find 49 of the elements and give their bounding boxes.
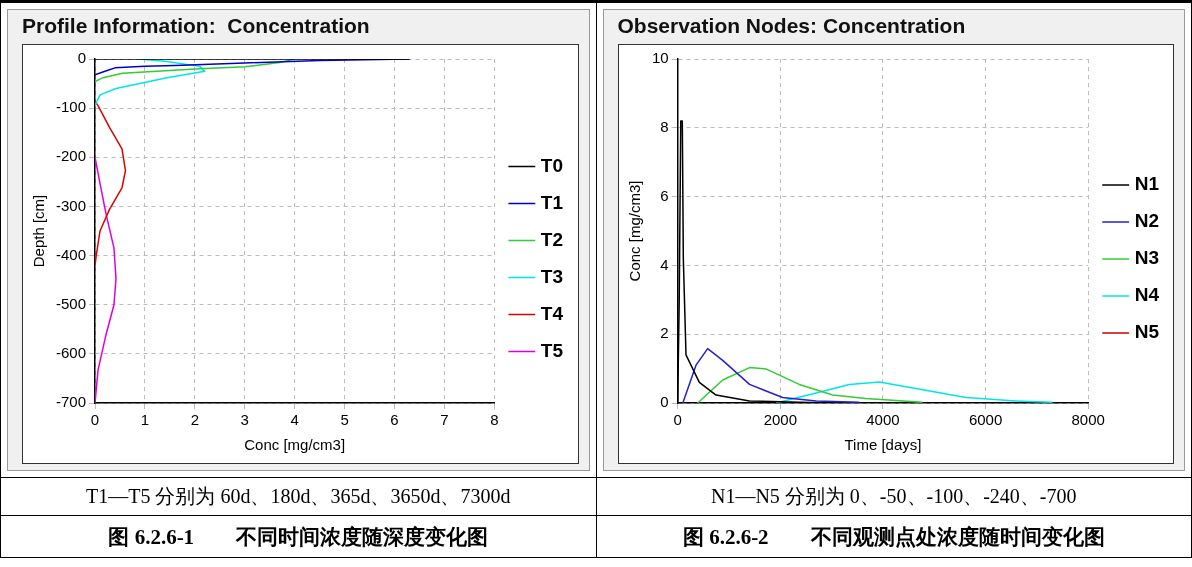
x-axis-title: Time [days] xyxy=(843,436,921,454)
y-tick-label: -500 xyxy=(55,294,87,312)
y-tick-label: -200 xyxy=(55,147,87,165)
legend-label: N4 xyxy=(1134,284,1159,306)
x-axis-title: Conc [mg/cm3] xyxy=(244,436,346,454)
x-tick-label: 6000 xyxy=(968,411,1002,429)
y-axis-title: Conc [mg/cm3] xyxy=(625,180,643,282)
x-tick-label: 0 xyxy=(673,411,682,429)
x-tick-label: 8 xyxy=(490,411,499,429)
x-tick-label: 5 xyxy=(340,411,349,429)
y-tick-label: 8 xyxy=(659,117,669,135)
x-tick-label: 4 xyxy=(290,411,299,429)
x-tick-label: 4000 xyxy=(865,411,900,429)
y-tick-label: 4 xyxy=(659,255,669,273)
y-tick-label: -700 xyxy=(55,393,87,411)
x-tick-label: 3 xyxy=(240,411,249,429)
y-axis-title: Depth [cm] xyxy=(30,194,48,268)
legend-label: T5 xyxy=(540,339,564,361)
legend-label: N2 xyxy=(1134,210,1159,232)
y-tick-label: -600 xyxy=(55,344,87,361)
caption: 图 6.2.6-2 不同观测点处浓度随时间变化图 xyxy=(596,515,1192,558)
x-tick-label: 2000 xyxy=(763,411,797,429)
chart-title: Observation Nodes: Concentration xyxy=(616,13,967,39)
caption: 图 6.2.6-1 不同时间浓度随深度变化图 xyxy=(0,515,596,558)
legend-label: N5 xyxy=(1134,321,1159,343)
x-tick-label: 2 xyxy=(190,411,200,429)
x-tick-label: 8000 xyxy=(1071,411,1105,429)
y-tick-label: 2 xyxy=(659,324,669,342)
y-tick-label: -300 xyxy=(55,196,87,214)
y-tick-label: 6 xyxy=(659,186,669,204)
y-tick-label: 0 xyxy=(659,393,669,411)
y-tick-label: -100 xyxy=(55,98,87,116)
x-tick-label: 0 xyxy=(90,411,100,429)
chart-title: Profile Information: Concentration xyxy=(21,13,371,39)
legend-label: N3 xyxy=(1134,247,1159,269)
y-tick-label: 0 xyxy=(77,49,87,67)
x-tick-label: 6 xyxy=(390,411,399,429)
text: T1—T5 分别为 60d、180d、365d、3650d、7300d xyxy=(0,477,596,516)
legend-label: T0 xyxy=(540,154,564,176)
x-tick-label: 7 xyxy=(440,411,449,429)
x-tick-label: 1 xyxy=(140,411,150,429)
legend-label: T3 xyxy=(540,265,564,287)
y-tick-label: -400 xyxy=(55,245,87,263)
legend-label: T1 xyxy=(540,191,564,213)
legend-label: T2 xyxy=(540,228,564,250)
text: N1—N5 分别为 0、-50、-100、-240、-700 xyxy=(596,477,1192,516)
legend-label: T4 xyxy=(540,302,564,324)
legend-label: N1 xyxy=(1134,173,1159,195)
y-tick-label: 10 xyxy=(651,49,669,67)
